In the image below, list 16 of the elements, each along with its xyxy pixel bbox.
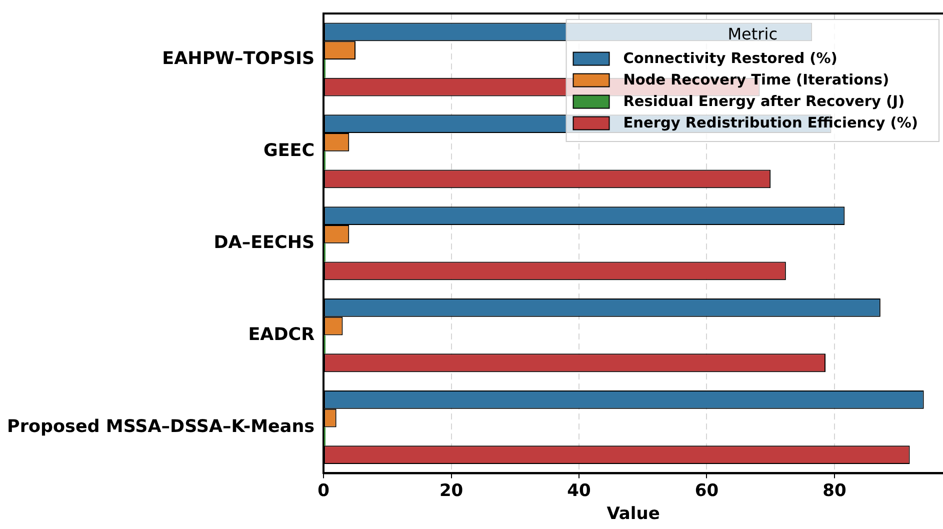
legend-label: Energy Redistribution Efficiency (%): [623, 116, 918, 132]
y-tick-label: EAHPW–TOPSIS: [162, 49, 315, 70]
legend-label: Residual Energy after Recovery (J): [623, 94, 905, 110]
x-tick-label: 20: [439, 480, 464, 501]
x-tick-label: 60: [694, 480, 719, 501]
legend-title: Metric: [728, 24, 778, 44]
legend-label: Node Recovery Time (Iterations): [623, 72, 890, 89]
y-tick-label: EADCR: [248, 324, 316, 345]
y-tick-label: Proposed MSSA–DSSA–K-Means: [6, 416, 315, 437]
legend-label: Connectivity Restored (%): [623, 51, 838, 68]
y-tick-label: DA–EECHS: [214, 232, 315, 253]
x-axis-title: Value: [606, 504, 660, 524]
x-tick-label: 80: [822, 480, 846, 501]
y-tick-label: GEEC: [263, 140, 315, 161]
x-tick-label: 40: [567, 480, 591, 501]
x-tick-label: 0: [318, 480, 330, 501]
